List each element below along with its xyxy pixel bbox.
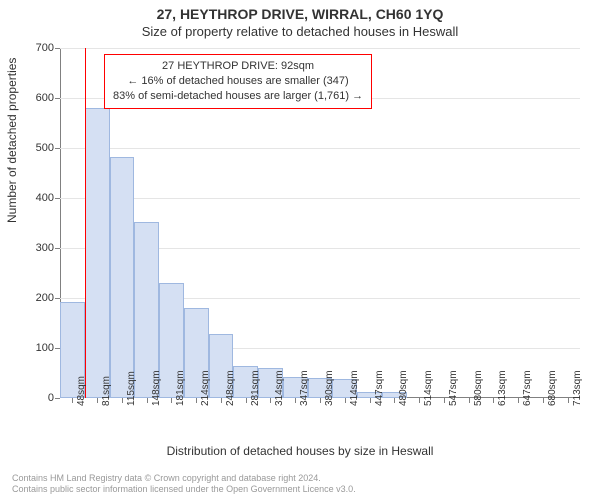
y-tick: [55, 298, 60, 299]
x-tick: [122, 398, 123, 403]
x-tick: [320, 398, 321, 403]
x-tick: [370, 398, 371, 403]
x-tick-label: 115sqm: [126, 371, 137, 406]
x-tick-label: 214sqm: [200, 370, 211, 406]
y-tick-label: 100: [24, 342, 54, 354]
x-tick-label: 380sqm: [324, 370, 335, 406]
x-tick-label: 480sqm: [398, 370, 409, 406]
y-tick-label: 700: [24, 42, 54, 54]
x-tick-label: 414sqm: [349, 370, 360, 406]
x-tick-label: 314sqm: [274, 370, 285, 406]
footer-line-1: Contains HM Land Registry data © Crown c…: [12, 473, 356, 485]
gridline: [60, 48, 580, 49]
plot-area: 27 HEYTHROP DRIVE: 92sqm ← 16% of detach…: [60, 48, 580, 398]
y-tick: [55, 148, 60, 149]
x-tick-label: 181sqm: [175, 370, 186, 406]
y-tick-label: 400: [24, 192, 54, 204]
y-tick-label: 0: [24, 392, 54, 404]
gridline: [60, 148, 580, 149]
footer-line-2: Contains public sector information licen…: [12, 484, 356, 496]
x-tick-label: 713sqm: [572, 370, 583, 406]
x-tick-label: 48sqm: [76, 376, 87, 406]
y-tick: [55, 98, 60, 99]
y-tick: [55, 48, 60, 49]
y-tick-label: 600: [24, 92, 54, 104]
x-tick: [97, 398, 98, 403]
y-tick-label: 200: [24, 292, 54, 304]
x-tick: [147, 398, 148, 403]
x-tick: [72, 398, 73, 403]
footer: Contains HM Land Registry data © Crown c…: [12, 473, 356, 496]
x-tick: [444, 398, 445, 403]
y-tick: [55, 248, 60, 249]
x-tick: [171, 398, 172, 403]
x-tick-label: 281sqm: [250, 370, 261, 406]
x-tick-label: 680sqm: [547, 370, 558, 406]
x-tick: [295, 398, 296, 403]
x-tick-label: 148sqm: [151, 370, 162, 406]
info-line-2: ← 16% of detached houses are smaller (34…: [113, 74, 363, 89]
marker-line: [85, 48, 86, 398]
y-tick-label: 300: [24, 242, 54, 254]
y-tick: [55, 198, 60, 199]
x-tick-label: 447sqm: [374, 370, 385, 406]
x-tick: [196, 398, 197, 403]
page-subtitle: Size of property relative to detached ho…: [0, 22, 600, 39]
x-tick: [419, 398, 420, 403]
x-tick-label: 347sqm: [299, 370, 310, 406]
x-tick: [568, 398, 569, 403]
x-tick: [246, 398, 247, 403]
x-tick-label: 580sqm: [473, 370, 484, 406]
gridline: [60, 198, 580, 199]
x-tick: [469, 398, 470, 403]
info-box: 27 HEYTHROP DRIVE: 92sqm ← 16% of detach…: [104, 54, 372, 109]
x-tick-label: 514sqm: [423, 370, 434, 406]
y-tick-label: 500: [24, 142, 54, 154]
x-tick: [518, 398, 519, 403]
x-tick: [221, 398, 222, 403]
info-line-3: 83% of semi-detached houses are larger (…: [113, 89, 363, 104]
histogram-bar: [110, 157, 135, 398]
x-tick-label: 647sqm: [522, 370, 533, 406]
y-axis-label: Number of detached properties: [5, 58, 19, 223]
y-tick: [55, 398, 60, 399]
histogram-bar: [85, 108, 110, 398]
x-tick: [394, 398, 395, 403]
info-line-1: 27 HEYTHROP DRIVE: 92sqm: [113, 59, 363, 74]
x-axis-label: Distribution of detached houses by size …: [0, 444, 600, 458]
x-tick-label: 613sqm: [497, 370, 508, 406]
x-tick: [270, 398, 271, 403]
page-title: 27, HEYTHROP DRIVE, WIRRAL, CH60 1YQ: [0, 0, 600, 22]
x-tick-label: 547sqm: [448, 370, 459, 406]
x-tick-label: 248sqm: [225, 370, 236, 406]
chart-container: 27, HEYTHROP DRIVE, WIRRAL, CH60 1YQ Siz…: [0, 0, 600, 500]
x-tick: [543, 398, 544, 403]
x-tick: [493, 398, 494, 403]
x-tick-label: 81sqm: [101, 376, 112, 406]
x-tick: [345, 398, 346, 403]
